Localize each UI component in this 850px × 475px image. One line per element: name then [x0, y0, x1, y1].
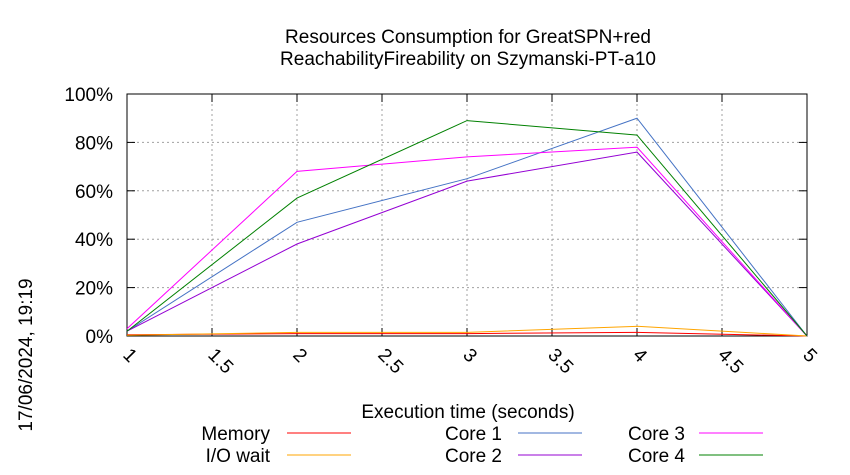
series-lines: [126, 117, 808, 337]
x-tick-label: 4: [628, 345, 651, 368]
y-tick-label: 0%: [86, 327, 114, 348]
y-tick-label: 20%: [75, 279, 113, 300]
legend-label: Core 4: [628, 446, 685, 467]
x-tick-label: 2: [288, 345, 310, 367]
y-tick-label: 80%: [75, 133, 113, 154]
legend-label: Core 2: [445, 446, 502, 467]
y-tick-label: 40%: [75, 230, 113, 251]
x-tick-label: 3: [458, 345, 480, 367]
x-axis-label: Execution time (seconds): [361, 402, 574, 423]
x-tick-label: 3.5: [543, 345, 577, 379]
series-line-core-4: [126, 120, 808, 337]
series-line-core-1: [126, 117, 808, 337]
series-line-core-2: [126, 151, 808, 337]
chart-title-line2: ReachabilityFireability on Szymanski-PT-…: [280, 49, 656, 70]
series-line-core-3: [126, 146, 808, 337]
series-line-memory: [126, 331, 808, 337]
x-tick-label: 1: [118, 345, 140, 367]
x-tick-label: 2.5: [373, 345, 407, 379]
legend-label: Core 1: [445, 424, 502, 445]
x-tick-label: 5: [798, 345, 820, 367]
legend-label: I/O wait: [206, 446, 271, 467]
legend-label: Memory: [201, 424, 270, 445]
legend-label: Core 3: [628, 424, 685, 445]
series-line-i-o-wait: [126, 325, 808, 337]
y-tick-label: 100%: [64, 85, 113, 106]
chart-title-line1: Resources Consumption for GreatSPN+red: [285, 27, 651, 48]
x-tick-label: 4.5: [713, 345, 747, 379]
x-tick-label: 1.5: [203, 345, 237, 379]
y-tick-label: 60%: [75, 182, 113, 203]
timestamp-label: 17/06/2024, 19:19: [16, 278, 37, 431]
